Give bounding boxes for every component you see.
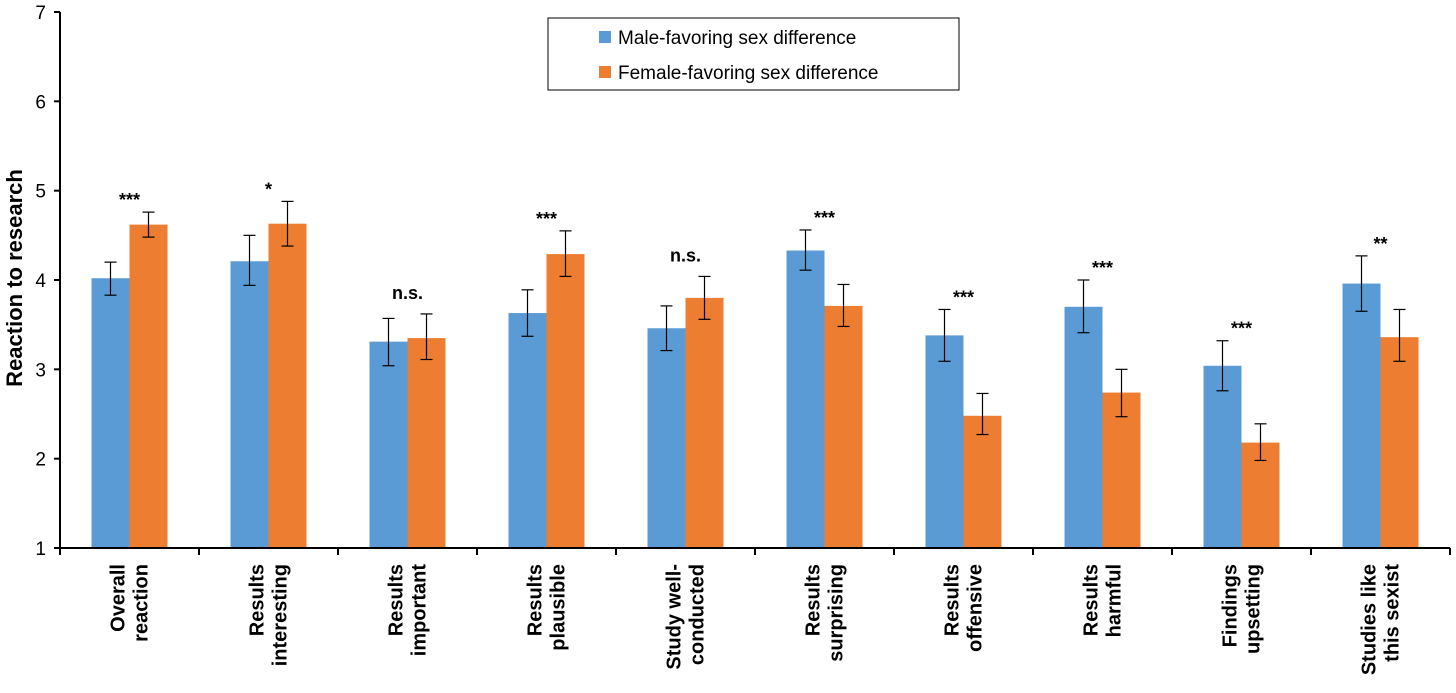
bar-male-favoring xyxy=(925,335,964,548)
category-label: Studies likethis sexist xyxy=(1359,564,1404,675)
bar-female-favoring xyxy=(1102,392,1141,548)
error-bar xyxy=(660,305,673,352)
error-bar xyxy=(142,211,155,238)
category-label: Resultsplausible xyxy=(525,564,570,651)
significance-label: *** xyxy=(814,208,835,228)
bar-male-favoring xyxy=(1203,365,1242,548)
category-label: Resultsoffensive xyxy=(942,564,987,652)
x-ticks-layer xyxy=(59,548,1451,555)
bar-female-favoring xyxy=(685,297,724,548)
significance-label: n.s. xyxy=(392,283,423,303)
y-tick-label: 3 xyxy=(35,360,46,381)
bar-female-favoring xyxy=(268,223,307,548)
error-bar xyxy=(1216,340,1229,392)
significance-label: *** xyxy=(119,190,140,210)
y-ticks-layer: 1 2 3 4 5 6 7 xyxy=(35,3,60,560)
bar-male-favoring xyxy=(91,278,130,548)
significance-label: n.s. xyxy=(670,245,701,265)
error-bar xyxy=(559,230,572,278)
y-tick-label: 1 xyxy=(35,539,46,560)
significance-label: *** xyxy=(536,209,557,229)
error-bar xyxy=(420,313,433,361)
legend-box xyxy=(547,17,960,91)
error-bar xyxy=(837,283,850,328)
category-label: Resultsimportant xyxy=(386,564,431,657)
legend-swatch-female xyxy=(599,66,611,78)
significance-label: ** xyxy=(1373,234,1387,254)
category-label: Overallreaction xyxy=(108,564,153,642)
bar-male-favoring xyxy=(508,313,547,548)
category-label: Resultsharmful xyxy=(1081,564,1126,637)
bar-female-favoring xyxy=(963,415,1002,548)
y-tick-label: 6 xyxy=(35,92,46,113)
error-bar xyxy=(1393,308,1406,362)
significance-label: *** xyxy=(953,287,974,307)
significance-layer: ****n.s.***n.s.************** xyxy=(119,179,1388,338)
bar-female-favoring xyxy=(546,254,585,549)
category-label: Study well-conducted xyxy=(664,564,709,670)
y-tick-label: 4 xyxy=(35,271,46,292)
category-label: Resultsinteresting xyxy=(247,564,292,666)
bar-female-favoring xyxy=(824,305,863,548)
category-label: Resultssurprising xyxy=(803,564,848,662)
legend-label-female: Female-favoring sex difference xyxy=(618,63,879,84)
error-bar xyxy=(799,229,812,271)
error-bar xyxy=(243,234,256,286)
error-bar xyxy=(938,308,951,362)
error-bar xyxy=(104,261,117,296)
error-bar xyxy=(1254,423,1267,462)
bar-female-favoring xyxy=(129,224,168,548)
y-tick-label: 2 xyxy=(35,450,46,471)
bar-male-favoring xyxy=(786,250,825,548)
category-label: Findingsupsetting xyxy=(1220,564,1265,654)
significance-label: *** xyxy=(1231,319,1252,339)
bar-male-favoring xyxy=(369,341,408,548)
y-tick-label: 7 xyxy=(35,3,46,24)
bar-female-favoring xyxy=(407,338,446,548)
error-bar xyxy=(521,289,534,337)
error-bar xyxy=(1077,279,1090,334)
significance-label: *** xyxy=(1092,258,1113,278)
bar-male-favoring xyxy=(1342,283,1381,548)
error-bar xyxy=(1115,368,1128,418)
y-axis-label: Reaction to research xyxy=(2,169,27,387)
legend-label-male: Male-favoring sex difference xyxy=(618,28,856,49)
bar-male-favoring xyxy=(1064,306,1103,548)
error-bars-layer xyxy=(104,200,1406,462)
error-bar xyxy=(698,275,711,320)
error-bar xyxy=(281,200,294,247)
legend-swatch-male xyxy=(599,31,611,43)
error-bar xyxy=(382,317,395,367)
legend: Male-favoring sex difference Female-favo… xyxy=(547,17,960,91)
category-labels-layer: Overallreaction Resultsinteresting Results… xyxy=(108,564,1404,675)
bar-female-favoring xyxy=(1380,337,1419,548)
bars-layer xyxy=(91,223,1419,549)
bar-male-favoring xyxy=(230,261,269,548)
error-bar xyxy=(976,392,989,436)
bar-male-favoring xyxy=(647,328,686,548)
error-bar xyxy=(1355,255,1368,312)
significance-label: * xyxy=(265,179,272,199)
y-tick-label: 5 xyxy=(35,182,46,203)
